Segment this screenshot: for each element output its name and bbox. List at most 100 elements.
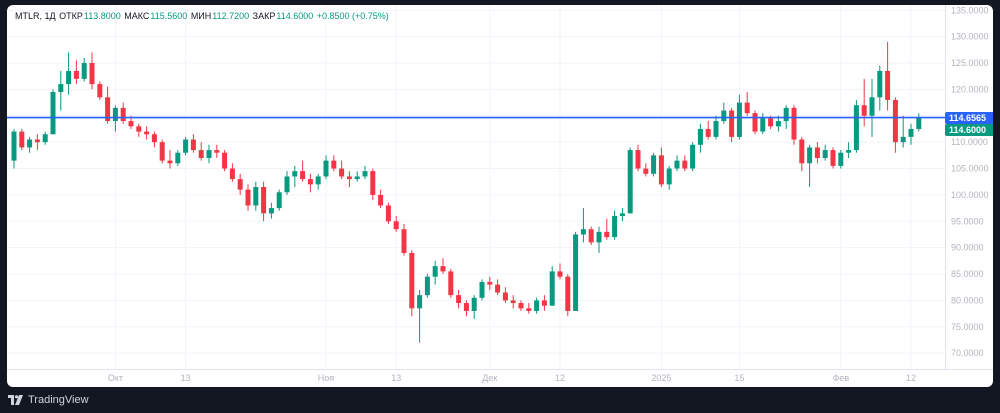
candle (393, 216, 399, 232)
candle-body (604, 231, 610, 238)
candle (705, 121, 711, 140)
candle (713, 115, 719, 140)
candle (300, 160, 306, 182)
candle (378, 189, 384, 209)
candle (27, 136, 33, 153)
candle-body (768, 118, 774, 127)
candle-body (502, 292, 508, 301)
line-price-badge: 114.6565 (945, 111, 993, 124)
candle (822, 144, 828, 161)
candle-body (658, 155, 664, 185)
candle (814, 142, 820, 164)
candle (66, 52, 72, 95)
candle-body (268, 208, 274, 214)
candle (775, 115, 781, 132)
candle (370, 168, 376, 201)
candle-body (206, 150, 212, 158)
candle-body (456, 295, 462, 304)
y-tick-label: 100.0000 (951, 190, 989, 200)
candle-body (300, 171, 306, 180)
candlestick-chart[interactable]: 70.0000 75.0000 80.0000 85.0000 90.0000 95.00… (7, 5, 993, 387)
candle-body (627, 150, 633, 214)
candle-body (97, 84, 103, 98)
x-tick-label: 12 (906, 373, 916, 383)
candle-body (580, 229, 586, 235)
candle (456, 289, 462, 309)
candle-body (885, 70, 891, 100)
candle-body (713, 121, 719, 137)
candle-body (50, 92, 56, 135)
candle-body (237, 179, 243, 190)
candle-body (190, 139, 196, 151)
candle (144, 126, 150, 140)
footer-bar: TradingView (0, 389, 1000, 413)
candle (385, 202, 391, 224)
candle-body (510, 300, 516, 304)
candle (588, 226, 594, 246)
candle (877, 65, 883, 111)
y-tick-label: 130.0000 (951, 32, 989, 42)
candle-body (331, 160, 337, 169)
candle (791, 105, 797, 145)
candle (339, 160, 345, 180)
candle-body (682, 160, 688, 169)
candle (697, 123, 703, 153)
candle-body (549, 271, 555, 306)
candle-body (783, 107, 789, 122)
candle (19, 128, 25, 151)
candle (409, 250, 415, 317)
candle (245, 184, 251, 211)
candle (580, 208, 586, 243)
candle-body (705, 128, 711, 137)
candle-body (541, 300, 547, 306)
candle-body (307, 179, 313, 185)
x-tick-label: 13 (391, 373, 401, 383)
candle (323, 155, 329, 180)
candle (604, 218, 610, 240)
candle (206, 144, 212, 164)
candle (73, 60, 79, 85)
candle-body (346, 176, 352, 180)
candle-body (518, 303, 524, 309)
candle (557, 263, 563, 280)
candle-body (183, 139, 189, 153)
candle-body (471, 297, 477, 311)
low-value: 112.7200 (212, 11, 250, 21)
candle-body (643, 168, 649, 174)
candle-body (409, 252, 415, 309)
tradingview-logo[interactable]: TradingView (8, 394, 89, 406)
candle-body (448, 271, 454, 296)
candle-body (276, 192, 282, 209)
x-tick-label: 2025 (651, 373, 671, 383)
candle (674, 155, 680, 172)
candle-body (900, 136, 906, 143)
candle (487, 276, 493, 290)
candle (331, 155, 337, 172)
candle (635, 144, 641, 172)
candle (97, 81, 103, 100)
candle (198, 142, 204, 161)
candle (463, 300, 469, 317)
candle-body (253, 187, 259, 206)
time-axis[interactable]: Окт 13 Ноя 13 Дек 12 2025 15 Фев 12 (7, 369, 993, 384)
candle-body (807, 147, 813, 164)
candle-body (814, 147, 820, 158)
brand-name: TradingView (28, 394, 89, 406)
price-axis[interactable]: 70.0000 75.0000 80.0000 85.0000 90.0000 95.00… (945, 5, 989, 369)
candle (424, 274, 430, 298)
candle (190, 134, 196, 153)
candle-body (159, 142, 165, 161)
candle (448, 268, 454, 298)
candle (916, 113, 922, 132)
symbol-label[interactable]: MTLR, 1Д (15, 11, 56, 21)
candle (440, 258, 446, 275)
candle (268, 202, 274, 219)
candle (362, 165, 368, 180)
candle-body (128, 121, 134, 127)
chart-panel[interactable]: 70.0000 75.0000 80.0000 85.0000 90.0000 95.00… (7, 5, 993, 387)
candle (120, 102, 126, 124)
candle-body (791, 107, 797, 140)
candle-body (892, 99, 898, 143)
candle (549, 266, 555, 306)
candle-body (822, 150, 828, 158)
